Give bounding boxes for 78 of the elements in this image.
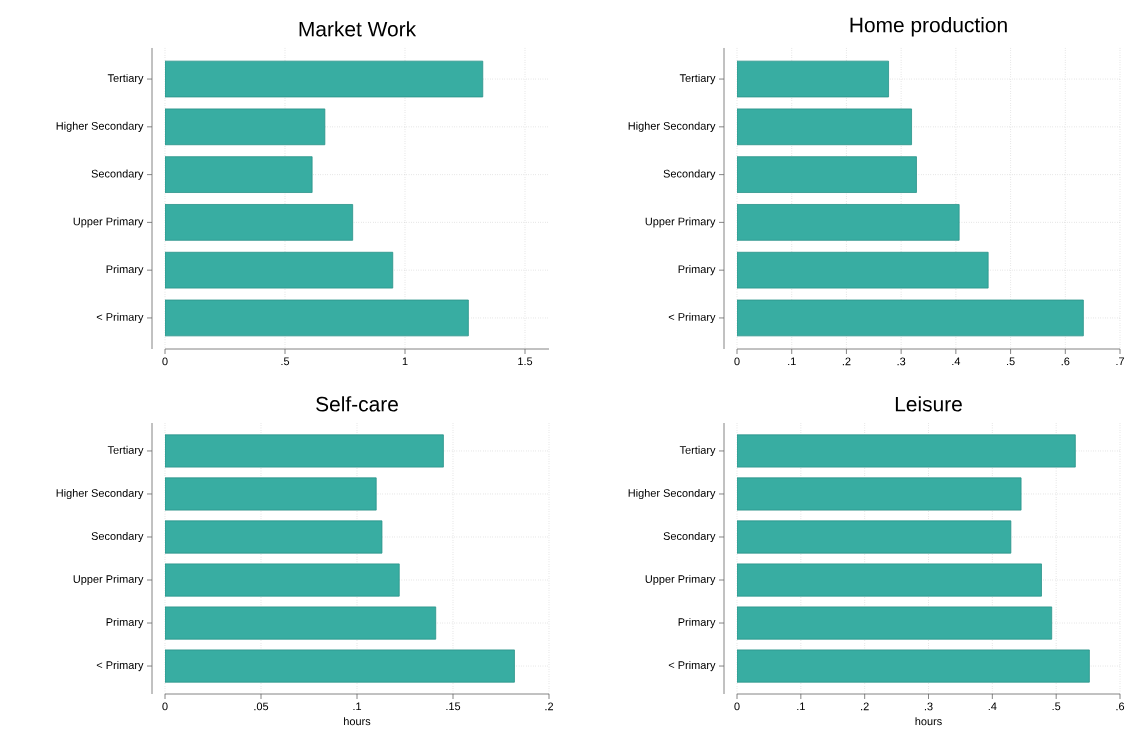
bar bbox=[165, 649, 515, 683]
x-tick-label: .4 bbox=[952, 357, 961, 366]
bar bbox=[165, 606, 437, 640]
y-tick-label: < Primary bbox=[668, 312, 716, 324]
bar bbox=[737, 434, 1076, 468]
chart-title: Self-care bbox=[316, 396, 398, 412]
x-tick-label: .4 bbox=[988, 702, 997, 711]
bar bbox=[165, 156, 313, 193]
x-axis-title: hours bbox=[915, 717, 942, 726]
y-tick-label: Tertiary bbox=[107, 73, 144, 85]
x-tick-label: 0 bbox=[734, 357, 740, 366]
x-tick-label: .7 bbox=[1116, 357, 1125, 366]
x-tick-label: .2 bbox=[842, 357, 851, 366]
bar bbox=[737, 251, 989, 289]
bar bbox=[165, 299, 469, 337]
x-tick-label: 0 bbox=[162, 702, 168, 711]
x-tick-label: .2 bbox=[545, 702, 554, 711]
x-tick-label: .5 bbox=[1007, 357, 1015, 366]
x-tick-label: 0 bbox=[162, 357, 168, 366]
x-tick-label: 1 bbox=[402, 357, 408, 366]
x-tick-label: .15 bbox=[446, 702, 461, 711]
chart-title: Leisure bbox=[895, 396, 962, 412]
chart-title: Market Work bbox=[299, 21, 417, 37]
y-tick-label: Higher Secondary bbox=[56, 488, 144, 500]
bar bbox=[165, 60, 484, 98]
bar bbox=[737, 520, 1012, 554]
bar bbox=[737, 156, 917, 193]
y-tick-label: Secondary bbox=[91, 169, 144, 180]
bar bbox=[737, 606, 1053, 640]
bar bbox=[737, 60, 889, 98]
chart-title: Home production bbox=[850, 17, 1007, 37]
y-tick-label: Upper Primary bbox=[645, 217, 716, 228]
y-tick-label: Higher Secondary bbox=[628, 488, 716, 500]
y-tick-label: < Primary bbox=[96, 312, 144, 324]
bar bbox=[737, 477, 1022, 511]
y-tick-label: Tertiary bbox=[679, 73, 716, 85]
x-tick-label: .05 bbox=[254, 702, 269, 711]
y-tick-label: Tertiary bbox=[107, 445, 144, 457]
bar bbox=[165, 251, 394, 289]
bar bbox=[165, 204, 354, 241]
y-tick-label: Higher Secondary bbox=[56, 121, 144, 132]
y-tick-label: Upper Primary bbox=[73, 574, 144, 586]
y-tick-label: Primary bbox=[678, 617, 716, 629]
x-tick-label: .3 bbox=[924, 702, 933, 711]
x-tick-label: .1 bbox=[788, 357, 796, 366]
x-tick-label: .6 bbox=[1061, 357, 1070, 366]
bar bbox=[165, 108, 326, 146]
x-tick-label: .6 bbox=[1116, 702, 1125, 711]
y-tick-label: Secondary bbox=[663, 531, 716, 543]
x-tick-label: .3 bbox=[897, 357, 906, 366]
x-axis-title: hours bbox=[344, 717, 371, 726]
y-tick-label: < Primary bbox=[96, 660, 144, 672]
y-tick-label: Higher Secondary bbox=[628, 121, 716, 132]
y-tick-label: Primary bbox=[678, 265, 716, 276]
bar bbox=[165, 563, 400, 597]
x-tick-label: .5 bbox=[1052, 702, 1061, 711]
y-tick-label: Upper Primary bbox=[73, 217, 144, 228]
x-tick-label: .5 bbox=[281, 357, 290, 366]
bar bbox=[737, 108, 912, 146]
bar bbox=[165, 520, 383, 554]
bar bbox=[737, 649, 1090, 683]
x-tick-label: 0 bbox=[734, 702, 740, 711]
y-tick-label: Primary bbox=[106, 265, 144, 276]
bar bbox=[165, 434, 444, 468]
y-tick-label: < Primary bbox=[668, 660, 716, 672]
bar bbox=[737, 204, 960, 241]
y-tick-label: Secondary bbox=[663, 169, 716, 180]
x-tick-label: 1.5 bbox=[518, 357, 533, 366]
x-tick-label: .2 bbox=[861, 702, 869, 711]
x-tick-label: .1 bbox=[797, 702, 805, 711]
bar bbox=[737, 563, 1042, 597]
y-tick-label: Primary bbox=[106, 617, 144, 629]
bar bbox=[165, 477, 377, 511]
x-tick-label: .1 bbox=[353, 702, 362, 711]
y-tick-label: Tertiary bbox=[679, 445, 716, 457]
y-tick-label: Upper Primary bbox=[645, 574, 716, 586]
bar bbox=[737, 299, 1084, 337]
y-tick-label: Secondary bbox=[91, 531, 144, 543]
